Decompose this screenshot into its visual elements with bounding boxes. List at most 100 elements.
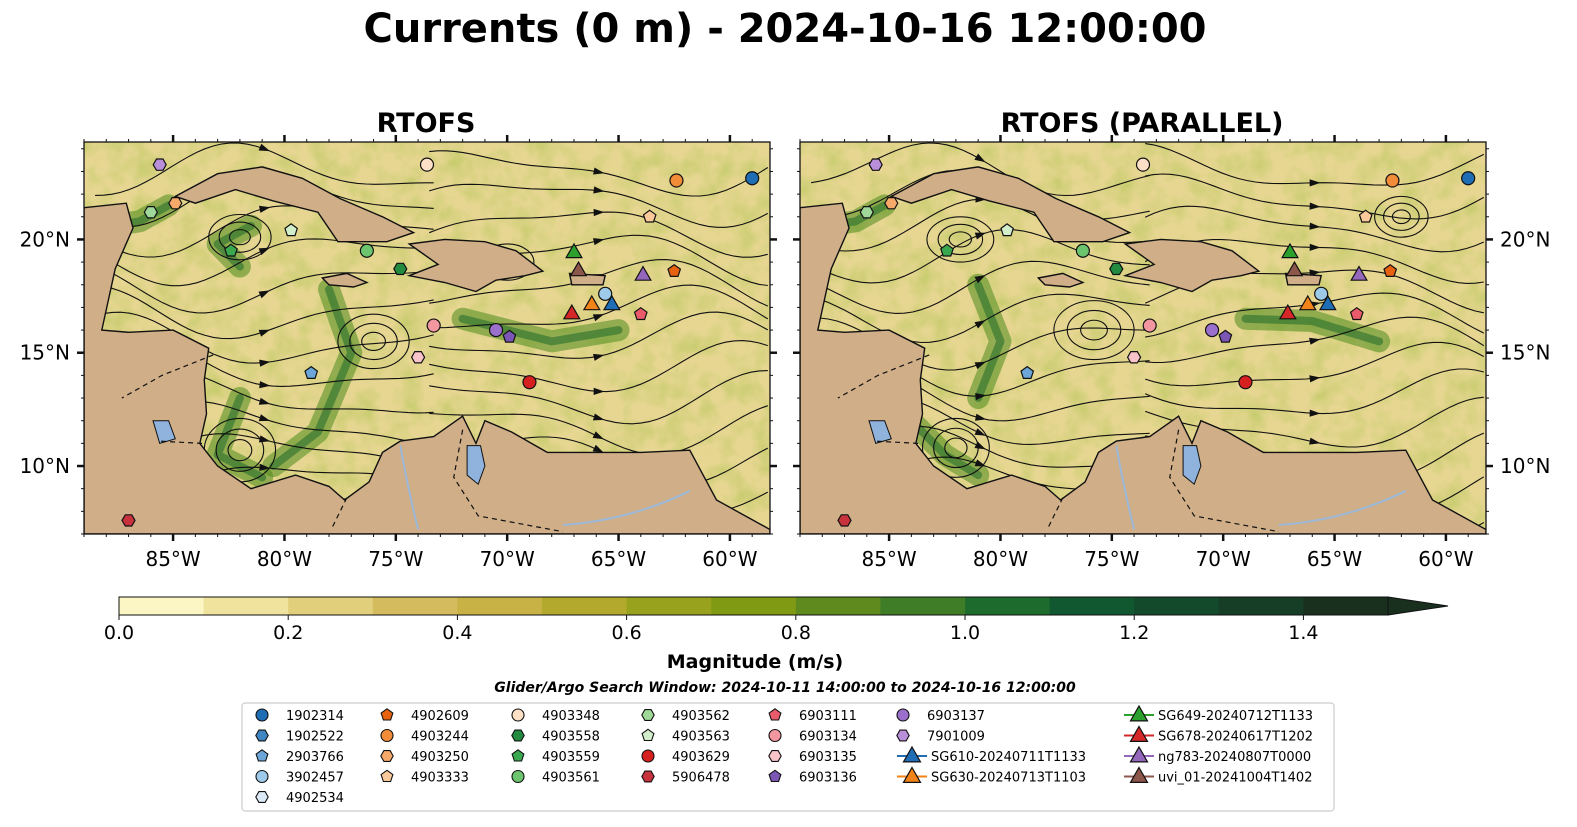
- legend-marker-4903563: [641, 728, 655, 742]
- streamline-arrow: [592, 314, 605, 322]
- colorbar-body: [118, 596, 1449, 616]
- eddy-streamline: [227, 439, 253, 462]
- streamline-arrow: [592, 413, 605, 421]
- streamline-arrow: [974, 428, 986, 436]
- lon-tick-label: 85°W: [861, 547, 916, 571]
- legend-marker-6903135: [768, 750, 782, 762]
- country-border: [330, 497, 348, 530]
- lon-tick-label: 65°W: [1307, 547, 1362, 571]
- legend-marker-4903244: [380, 728, 394, 743]
- colorbar-tick-label: 0.6: [611, 622, 641, 644]
- platform-marker-6903135: [410, 351, 426, 364]
- platform-marker-5906478: [121, 514, 136, 527]
- colorbar-segment: [626, 597, 712, 615]
- platform-marker-6903137: [488, 322, 504, 338]
- platform-marker-7901009: [152, 158, 167, 171]
- streamline-arrow: [975, 413, 987, 421]
- lat-tick-label: 20°N: [20, 227, 70, 251]
- legend-label: SG678-20240617T1202: [1158, 730, 1313, 745]
- colorbar-tick-label: 1.0: [950, 622, 980, 644]
- legend-marker-4903629: [641, 749, 655, 763]
- platform-marker-4903558: [1109, 262, 1124, 276]
- platform-marker-4903563: [1000, 223, 1015, 237]
- map-layer: [84, 142, 770, 534]
- platform-marker-SG678-20240617T1202: [562, 303, 581, 320]
- eddy-streamline: [1382, 202, 1420, 231]
- legend-label: 4903348: [542, 709, 600, 724]
- platform-marker-6903134: [426, 318, 441, 333]
- platform-marker-3902457: [598, 286, 613, 301]
- streamline-arrow: [259, 205, 271, 213]
- platform-marker-SG610-20240711T1133: [1318, 294, 1337, 311]
- platform-marker-6903136: [502, 329, 517, 343]
- platform-marker-4903348: [419, 157, 435, 172]
- legend-marker-4903250: [380, 750, 394, 762]
- streamline-arrow: [258, 143, 270, 152]
- country-border: [157, 440, 203, 444]
- streamline-arrow: [258, 329, 271, 337]
- legend-label: 4902609: [411, 709, 469, 724]
- legend-marker-SG630-20240713T1103: [902, 766, 922, 784]
- map-layer: [800, 142, 1486, 534]
- map-frame: [83, 141, 771, 535]
- platform-marker-SG649-20240712T1133: [565, 242, 583, 259]
- streamline-arrow: [1309, 243, 1321, 251]
- platform-marker-6903136: [1218, 329, 1233, 343]
- platform-marker-SG630-20240713T1103: [1298, 294, 1317, 311]
- legend-marker-SG610-20240711T1133: [902, 745, 922, 763]
- platform-marker-6903137: [1204, 322, 1220, 338]
- legend-label: 4903333: [411, 771, 469, 786]
- legend-marker-6903137: [896, 708, 910, 722]
- legend-label: SG649-20240712T1133: [1158, 709, 1313, 724]
- legend-label: 4903244: [411, 730, 469, 745]
- streamline-arrow: [258, 290, 270, 299]
- colorbar-title: Magnitude (m/s): [667, 651, 844, 673]
- country-border: [121, 354, 214, 399]
- streamline-arrow: [258, 397, 271, 405]
- legend-label: SG630-20240713T1103: [931, 771, 1086, 786]
- eddy-streamline: [361, 331, 386, 352]
- colorbar-tick-label: 1.4: [1288, 622, 1318, 644]
- colorbar-segment: [1049, 597, 1135, 615]
- platform-marker-1902314: [1461, 171, 1476, 186]
- legend-label: 4903629: [672, 750, 730, 765]
- platform-marker-uvi_01-20241004T1402: [569, 260, 588, 277]
- map-area-left: [83, 141, 771, 535]
- panel-title-left: RTOFS: [377, 108, 476, 139]
- legend-label: uvi_01-20241004T1402: [1158, 771, 1312, 786]
- streamline-arrow: [974, 153, 986, 163]
- eddy-streamline: [944, 437, 968, 459]
- strong-current-core: [1241, 314, 1384, 346]
- legend-label: 3902457: [286, 771, 344, 786]
- legend-label: 4903559: [542, 750, 600, 765]
- streamline-arrow: [974, 320, 986, 329]
- legend-items: 1902314 1902522 2903766 3902457 4902534 49026…: [255, 704, 1313, 806]
- platform-marker-2903766: [1020, 365, 1035, 379]
- streamline-arrow: [1309, 202, 1321, 210]
- streamline-arrow: [592, 431, 604, 440]
- country-border: [453, 429, 563, 533]
- legend-label: 5906478: [672, 771, 730, 786]
- colorbar-segment: [1134, 597, 1220, 615]
- platform-marker-SG610-20240711T1133: [602, 294, 621, 311]
- lon-tick-label: 80°W: [257, 547, 312, 571]
- search-window-text: Glider/Argo Search Window: 2024-10-11 14…: [494, 680, 1076, 696]
- platform-marker-2903766: [304, 365, 319, 379]
- platform-marker-7901009: [868, 158, 883, 171]
- legend-marker-4902534: [255, 791, 269, 803]
- land: [84, 202, 770, 534]
- colorbar-segment: [288, 597, 374, 615]
- legend-marker-SG678-20240617T1202: [1129, 725, 1149, 743]
- land: [889, 166, 1132, 243]
- legend-marker-ng783-20240807T0000: [1129, 745, 1149, 763]
- river: [1115, 445, 1136, 530]
- eddy-streamline: [349, 322, 398, 361]
- colorbar-tick-label: 0.0: [104, 622, 134, 644]
- legend-label: 7901009: [927, 730, 985, 745]
- platform-marker-SG649-20240712T1133: [1281, 242, 1299, 259]
- platform-marker-6903134: [1142, 318, 1157, 333]
- streamline-arrow: [259, 359, 271, 367]
- platform-marker-uvi_01-20241004T1402: [1285, 260, 1304, 277]
- legend-label: 1902522: [286, 730, 344, 745]
- lake: [152, 420, 176, 445]
